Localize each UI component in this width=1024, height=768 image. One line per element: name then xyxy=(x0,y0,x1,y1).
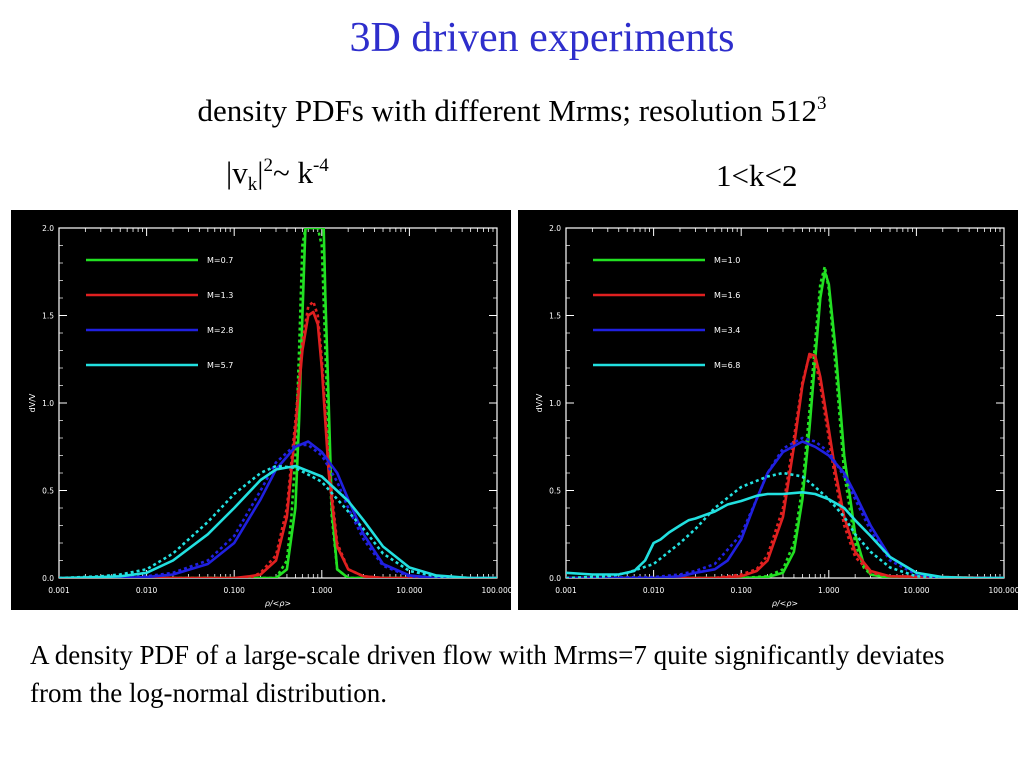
y-tick-label: 1.5 xyxy=(42,312,54,321)
left-label-b: | xyxy=(257,155,264,190)
y-tick-label: 1.5 xyxy=(549,312,561,321)
series-dashed-line-M=1.3 xyxy=(59,299,497,578)
y-tick-label: 0.5 xyxy=(549,487,561,496)
legend-label: M=5.7 xyxy=(207,361,233,370)
legend-label: M=2.8 xyxy=(207,326,233,335)
y-axis-label: dV/V xyxy=(535,393,544,412)
series-dashed-line-M=6.8 xyxy=(566,471,1004,578)
x-tick-label: 10.000 xyxy=(396,586,422,595)
series-line-M=2.8 xyxy=(59,440,497,578)
subtitle-exponent: 3 xyxy=(816,93,827,114)
y-tick-label: 0.0 xyxy=(549,574,561,583)
legend-label: M=1.6 xyxy=(714,291,740,300)
x-tick-label: 100.000 xyxy=(988,586,1018,595)
slide-subtitle: density PDFs with different Mrms; resolu… xyxy=(0,93,1024,129)
series-line-M=6.8 xyxy=(566,490,1004,578)
y-tick-label: 1.0 xyxy=(42,399,54,408)
slide-caption: A density PDF of a large-scale driven fl… xyxy=(30,640,945,708)
left-label-sup2: -4 xyxy=(312,155,329,176)
series-dashed-line-M=1.0 xyxy=(566,266,1004,578)
plot-frame xyxy=(58,227,498,579)
series-dashed-line-M=1.6 xyxy=(566,353,1004,578)
y-axis-label: dV/V xyxy=(28,393,37,412)
legend-label: M=0.7 xyxy=(207,256,233,265)
x-tick-label: 1.000 xyxy=(311,586,333,595)
right-chart-panel: 0.001 0.010 0.100 1.000 10.000 100.000 0.0 0.5 1… xyxy=(518,210,1018,610)
series-line-M=1.3 xyxy=(59,310,497,578)
legend-label: M=6.8 xyxy=(714,361,740,370)
y-tick-label: 0.0 xyxy=(42,574,54,583)
series-dashed-line-M=5.7 xyxy=(59,464,497,578)
y-tick-label: 1.0 xyxy=(549,399,561,408)
left-label-a: |v xyxy=(226,155,248,190)
left-density-pdf-chart: 0.001 0.010 0.100 1.000 10.000 100.000 0.0 0.5 1… xyxy=(28,224,511,608)
x-tick-label: 10.000 xyxy=(903,586,929,595)
series-line-M=5.7 xyxy=(59,464,497,578)
plot-frame xyxy=(565,227,1005,579)
x-axis-label: ρ/<ρ> xyxy=(772,599,798,608)
series-dashed-line-M=3.4 xyxy=(566,436,1004,578)
slide-title: 3D driven experiments xyxy=(349,15,735,61)
series-line-M=1.0 xyxy=(566,270,1004,578)
right-density-pdf-chart: 0.001 0.010 0.100 1.000 10.000 100.000 0.0 0.5 1… xyxy=(535,224,1018,608)
x-tick-label: 0.001 xyxy=(555,586,577,595)
x-axis-label: ρ/<ρ> xyxy=(265,599,291,608)
x-tick-label: 0.100 xyxy=(730,586,752,595)
right-panel-label: 1<k<2 xyxy=(716,158,798,193)
x-tick-label: 100.000 xyxy=(481,586,511,595)
left-label-sup1: 2 xyxy=(263,155,273,176)
left-chart-panel: 0.001 0.010 0.100 1.000 10.000 100.000 0.0 0.5 1… xyxy=(11,210,511,610)
left-label-sub: k xyxy=(247,174,258,195)
legend-label: M=1.0 xyxy=(714,256,740,265)
legend-label: M=1.3 xyxy=(207,291,233,300)
left-label-c: ~ k xyxy=(272,155,313,190)
series-line-M=1.6 xyxy=(566,352,1004,578)
subtitle-text: density PDFs with different Mrms; resolu… xyxy=(197,93,817,128)
x-tick-label: 0.010 xyxy=(643,586,665,595)
x-tick-label: 0.010 xyxy=(136,586,158,595)
series-dashed-line-M=0.7 xyxy=(59,228,497,578)
y-tick-label: 2.0 xyxy=(42,224,54,233)
x-tick-label: 0.001 xyxy=(48,586,70,595)
left-panel-label: |vk|2~ k-4 xyxy=(226,155,329,196)
legend-label: M=3.4 xyxy=(714,326,740,335)
series-dashed-line-M=2.8 xyxy=(59,443,497,578)
series-line-M=0.7 xyxy=(59,228,497,578)
x-tick-label: 1.000 xyxy=(818,586,840,595)
y-tick-label: 0.5 xyxy=(42,487,54,496)
x-tick-label: 0.100 xyxy=(223,586,245,595)
y-tick-label: 2.0 xyxy=(549,224,561,233)
